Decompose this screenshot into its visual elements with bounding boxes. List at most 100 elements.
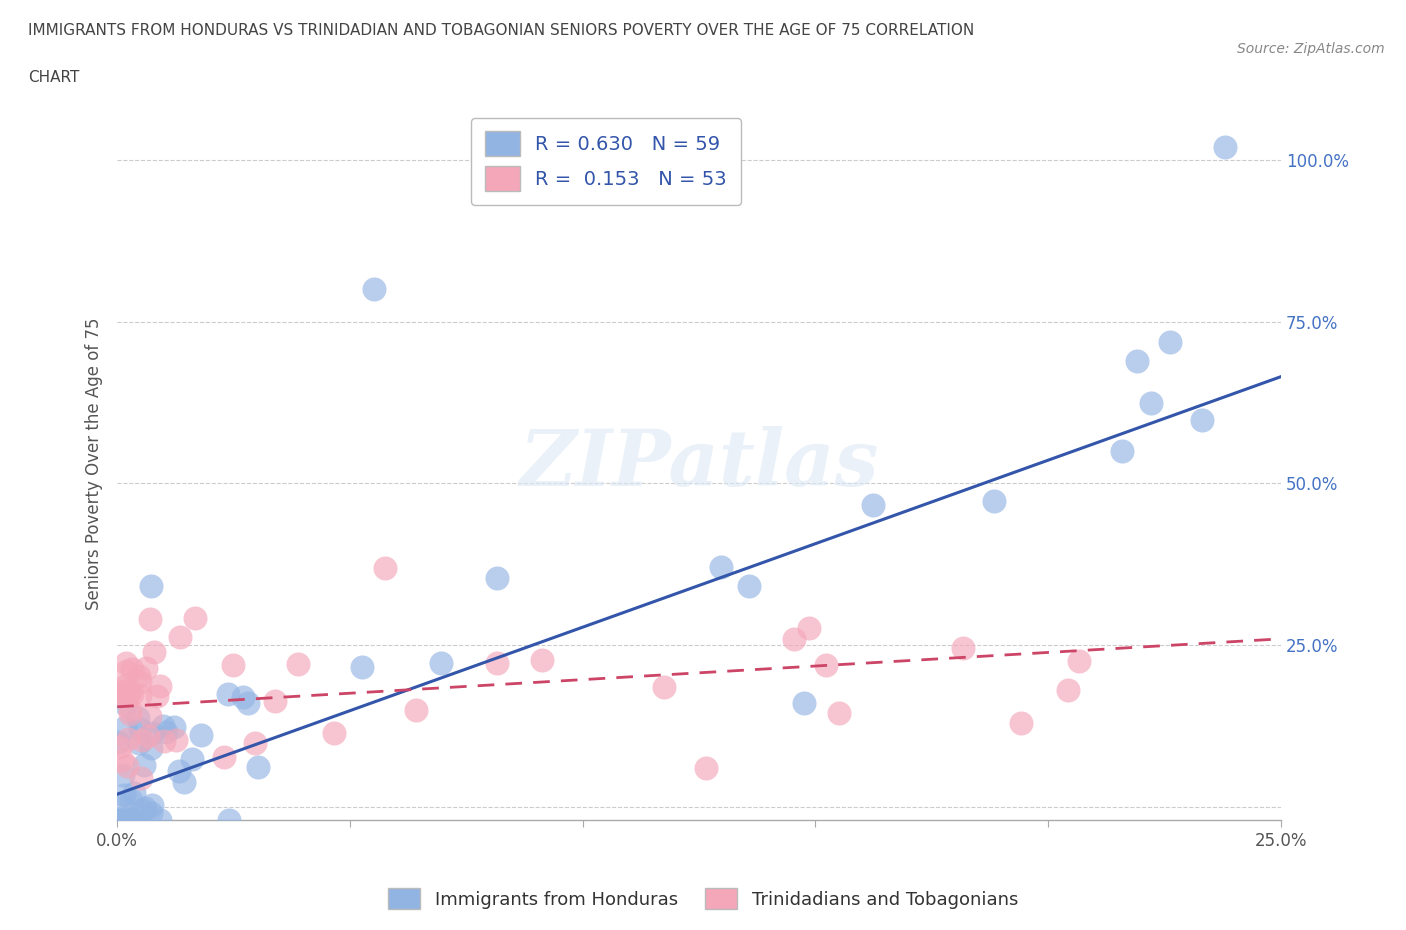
Point [129, 771, 152, 786]
Point [1056, 683, 1078, 698]
Point [236, 696, 259, 711]
Point [120, 813, 142, 828]
Point [1069, 653, 1091, 668]
Point [121, 661, 143, 676]
Point [190, 727, 212, 742]
Point [139, 709, 162, 724]
Point [107, 735, 129, 750]
Point [107, 684, 129, 698]
Point [1159, 335, 1181, 350]
Point [152, 719, 174, 734]
Point [110, 739, 132, 754]
Point [118, 813, 141, 828]
Point [141, 806, 163, 821]
Point [709, 560, 731, 575]
Point [654, 680, 676, 695]
Point [1111, 444, 1133, 458]
Point [222, 658, 245, 672]
Point [828, 706, 851, 721]
Point [793, 695, 815, 710]
Point [139, 578, 162, 593]
Point [108, 813, 131, 828]
Text: Source: ZipAtlas.com: Source: ZipAtlas.com [1237, 42, 1385, 56]
Point [184, 610, 207, 625]
Point [695, 761, 717, 776]
Point [112, 813, 135, 828]
Point [110, 813, 132, 828]
Point [1010, 715, 1032, 730]
Point [149, 813, 172, 828]
Point [108, 686, 131, 701]
Point [155, 724, 177, 739]
Point [149, 678, 172, 693]
Point [132, 757, 155, 772]
Point [136, 728, 159, 743]
Point [1191, 413, 1213, 428]
Point [430, 656, 453, 671]
Point [862, 498, 884, 512]
Point [141, 725, 163, 740]
Point [114, 697, 136, 711]
Point [530, 653, 553, 668]
Point [115, 759, 138, 774]
Point [122, 785, 145, 800]
Point [1213, 140, 1236, 154]
Point [117, 687, 139, 702]
Point [218, 813, 240, 828]
Point [145, 689, 167, 704]
Point [128, 736, 150, 751]
Legend: R = 0.630   N = 59, R =  0.153   N = 53: R = 0.630 N = 59, R = 0.153 N = 53 [471, 118, 741, 205]
Point [111, 753, 134, 768]
Point [983, 494, 1005, 509]
Point [114, 813, 136, 828]
Point [141, 798, 163, 813]
Point [118, 685, 141, 700]
Point [212, 750, 235, 764]
Point [112, 788, 135, 803]
Point [112, 813, 135, 828]
Point [111, 797, 134, 812]
Point [1139, 396, 1161, 411]
Point [131, 803, 153, 817]
Point [173, 775, 195, 790]
Point [127, 711, 149, 725]
Point [112, 684, 135, 698]
Point [350, 659, 373, 674]
Point [115, 813, 138, 828]
Point [486, 656, 509, 671]
Point [167, 764, 190, 778]
Point [121, 686, 143, 701]
Point [217, 686, 239, 701]
Point [115, 663, 138, 678]
Point [128, 674, 150, 689]
Point [114, 720, 136, 735]
Point [797, 620, 820, 635]
Point [115, 677, 138, 692]
Point [247, 759, 270, 774]
Y-axis label: Seniors Poverty Over the Age of 75: Seniors Poverty Over the Age of 75 [86, 318, 103, 610]
Legend: Immigrants from Honduras, Trinidadians and Tobagonians: Immigrants from Honduras, Trinidadians a… [381, 881, 1025, 916]
Point [952, 640, 974, 655]
Point [374, 561, 396, 576]
Point [181, 752, 204, 767]
Point [135, 660, 157, 675]
Text: IMMIGRANTS FROM HONDURAS VS TRINIDADIAN AND TOBAGONIAN SENIORS POVERTY OVER THE : IMMIGRANTS FROM HONDURAS VS TRINIDADIAN … [28, 23, 974, 38]
Text: ZIPatlas: ZIPatlas [519, 426, 879, 502]
Point [139, 612, 162, 627]
Point [118, 706, 141, 721]
Point [107, 686, 129, 701]
Point [153, 734, 176, 749]
Point [245, 736, 267, 751]
Point [141, 740, 163, 755]
Point [232, 689, 254, 704]
Point [108, 813, 131, 828]
Point [1126, 353, 1149, 368]
Point [783, 631, 806, 646]
Point [169, 630, 191, 644]
Point [120, 813, 142, 828]
Point [134, 801, 156, 816]
Point [117, 731, 139, 746]
Point [131, 732, 153, 747]
Point [142, 644, 165, 659]
Point [815, 658, 838, 672]
